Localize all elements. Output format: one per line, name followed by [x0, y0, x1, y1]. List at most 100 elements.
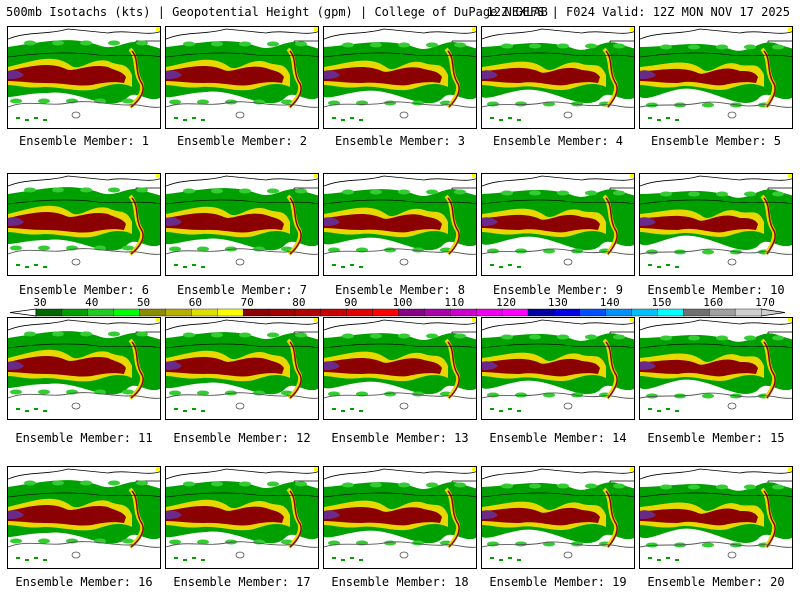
trough-core [130, 490, 144, 548]
isotach-speck [192, 557, 196, 559]
height-contour [482, 101, 634, 108]
colorbar-swatch [605, 308, 633, 317]
isotach-speck [192, 408, 196, 410]
height-contour [482, 52, 634, 58]
isotach-patch [557, 483, 569, 489]
height-contour [166, 199, 318, 205]
colorbar-swatch [113, 308, 141, 317]
trough-core [447, 490, 460, 548]
isotach-patch [183, 188, 195, 194]
isotach-speck [43, 410, 47, 412]
isotach-speck [25, 266, 29, 268]
isotach-speck [332, 557, 336, 559]
jet-max-core [8, 217, 24, 226]
colorbar-swatch [217, 308, 244, 317]
isotach-speck [517, 559, 521, 561]
ensemble-member-label: Ensemble Member: 12 [173, 431, 311, 445]
coastline [8, 175, 160, 187]
isotach-patch [646, 393, 658, 399]
jet-max-core [482, 510, 498, 519]
height-contour [640, 199, 792, 205]
jet-core [640, 215, 758, 233]
colorbar-swatch [35, 308, 63, 317]
isotach-patch [398, 189, 410, 195]
isotach-patch [281, 99, 293, 105]
corner-marker [630, 174, 634, 178]
corner-marker [630, 318, 634, 322]
isotach-patch [688, 335, 700, 341]
colorbar-swatch [398, 308, 426, 317]
isotach-speck [675, 266, 679, 268]
isotach-speck [341, 559, 345, 561]
isotach-patch [122, 245, 134, 251]
corner-marker [156, 27, 160, 31]
isotach-patch [515, 392, 527, 398]
colorbar-swatch [87, 308, 115, 317]
isotach-patch [281, 539, 293, 545]
isotach-patch [744, 191, 756, 197]
height-contour [166, 101, 318, 108]
closed-contour [71, 258, 81, 266]
isotach-patch [501, 43, 513, 49]
ensemble-member-map [481, 26, 635, 129]
isotach-speck [192, 264, 196, 266]
isotach-patch [660, 484, 672, 490]
isotach-patch [585, 190, 597, 196]
height-contour [482, 392, 634, 399]
ensemble-member-map [323, 466, 477, 569]
isotach-patch [136, 187, 148, 193]
isotach-patch [370, 189, 382, 195]
height-contour [8, 101, 160, 108]
isotach-patch [169, 539, 181, 545]
isotach-patch [426, 482, 438, 488]
height-contour [640, 541, 792, 548]
colorbar-tick-label: 150 [651, 296, 671, 309]
isotach-speck [490, 408, 494, 410]
trough-core [130, 50, 144, 108]
isotach-patch [80, 331, 92, 337]
corner-marker [314, 27, 318, 31]
colorbar-swatch [450, 308, 477, 317]
isotach-patch [211, 332, 223, 338]
isotach-speck [43, 266, 47, 268]
isotach-speck [34, 117, 38, 119]
isotach-patch [328, 247, 340, 253]
closed-contour [235, 551, 245, 559]
isotach-speck [490, 117, 494, 119]
isotach-speck [657, 559, 661, 561]
coastline [482, 468, 634, 480]
isotach-patch [197, 99, 209, 105]
isotach-patch [501, 483, 513, 489]
isotach-patch [613, 483, 625, 489]
jet-max-core [8, 361, 24, 370]
colorbar-left-arrow [9, 308, 37, 317]
jet-max-core [640, 217, 656, 226]
isotach-speck [359, 266, 363, 268]
isotach-speck [657, 266, 661, 268]
coastline [640, 28, 792, 40]
corner-marker [314, 318, 318, 322]
isotach-patch [239, 481, 251, 487]
isotach-patch [613, 43, 625, 49]
colorbar-swatch [475, 308, 503, 317]
isotach-patch [772, 44, 784, 50]
ensemble-member-label: Ensemble Member: 8 [334, 283, 466, 297]
isotach-patch [454, 189, 466, 195]
jet-max-core [166, 361, 182, 370]
ensemble-member-label: Ensemble Member: 9 [492, 283, 624, 297]
trough-core [447, 341, 460, 399]
corner-marker [472, 174, 476, 178]
coastline [166, 468, 318, 480]
isotach-patch [136, 40, 148, 46]
closed-contour [235, 258, 245, 266]
isotach-patch [281, 246, 293, 252]
closed-contour [71, 402, 81, 410]
jet-max-core [166, 70, 182, 79]
isotach-patch [660, 335, 672, 341]
ensemble-member-map [639, 317, 793, 420]
height-contour [8, 52, 160, 58]
isotach-patch [646, 102, 658, 108]
colorbar-tick-label: 140 [600, 296, 620, 309]
jet-max-core [640, 361, 656, 370]
isotach-patch [239, 332, 251, 338]
